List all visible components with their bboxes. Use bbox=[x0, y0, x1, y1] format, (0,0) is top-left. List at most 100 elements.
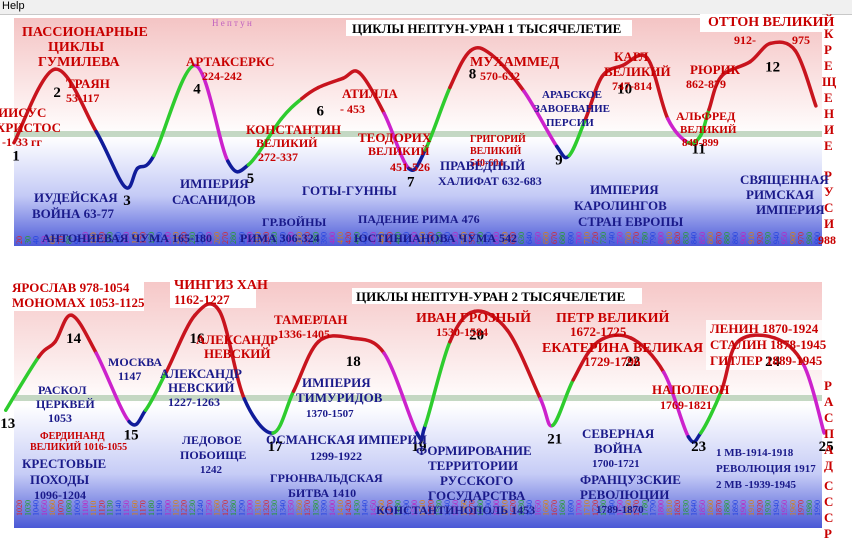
cycle-number-label: 5 bbox=[247, 171, 255, 187]
panel-second-millennium: ЦИКЛЫ НЕПТУН-УРАН 2 ТЫСЯЧЕЛЕТИЕ 1020 1030… bbox=[0, 276, 836, 541]
year-tick-label: 1750 bbox=[616, 500, 625, 516]
year-tick-label: 1650 bbox=[533, 500, 542, 516]
label-rurik-1: РЮРИК bbox=[690, 62, 741, 77]
year-tick-label: 1410 bbox=[336, 500, 345, 516]
year-tick-label: 240 bbox=[196, 232, 205, 244]
year-tick-label: 1110 bbox=[89, 501, 98, 516]
year-tick-label: 1290 bbox=[237, 500, 246, 516]
curve-segment bbox=[217, 309, 247, 401]
label-moscow-1: МОСКВА bbox=[108, 355, 162, 369]
panel-1-cycle-curve bbox=[12, 40, 818, 190]
year-tick-label: 200 bbox=[163, 232, 172, 244]
curve-segment bbox=[143, 370, 168, 412]
label-timurids-3: 1370-1507 bbox=[306, 408, 354, 420]
label-crusades-2: ПОХОДЫ bbox=[30, 472, 89, 487]
year-tick-label: 630 bbox=[517, 232, 526, 244]
label-ussr-s2: С bbox=[824, 494, 833, 509]
label-justinian-plague: ЮСТИНИАНОВА ЧУМА 542 bbox=[354, 231, 517, 245]
panel-1-year-axis: 20 30 40 50 60 70 80 90 100 110 120 130 140 150 160 170… bbox=[15, 232, 822, 244]
year-tick-label: 1620 bbox=[509, 500, 518, 516]
curve-segment bbox=[448, 309, 477, 344]
year-tick-label: 1950 bbox=[780, 500, 789, 516]
year-tick-label: 70 bbox=[56, 236, 65, 244]
curve-segment bbox=[193, 63, 230, 163]
panel-1-title: ЦИКЛЫ НЕПТУН-УРАН 1 ТЫСЯЧЕЛЕТИЕ bbox=[352, 21, 621, 36]
year-tick-label: 980 bbox=[805, 232, 814, 244]
year-tick-label: 270 bbox=[221, 232, 230, 244]
year-tick-label: 1140 bbox=[114, 500, 123, 516]
label-arab-conquest-2: ЗАВОЕВАНИЕ bbox=[534, 103, 610, 115]
year-tick-label: 420 bbox=[344, 232, 353, 244]
label-gumilev-3: ГУМИЛЕВА bbox=[38, 55, 121, 70]
curve-segment bbox=[382, 351, 419, 435]
label-theodoric-1: ТЕОДОРИХ bbox=[358, 130, 432, 145]
year-tick-label: 480 bbox=[394, 232, 403, 244]
label-rus-988: 988 bbox=[818, 233, 836, 247]
label-peter-2: 1672-1725 bbox=[570, 324, 627, 339]
curve-segment bbox=[12, 67, 57, 145]
year-tick-label: 500 bbox=[410, 232, 419, 244]
year-tick-label: 730 bbox=[599, 232, 608, 244]
cycle-number-label: 20 bbox=[469, 327, 484, 343]
curve-segment bbox=[686, 431, 703, 444]
label-ferdinand-1: ФЕРДИНАНД bbox=[40, 431, 105, 442]
label-baptism-e3: Е bbox=[824, 138, 833, 153]
label-collapse-s: С bbox=[824, 410, 833, 425]
year-tick-label: 970 bbox=[797, 232, 806, 244]
year-tick-label: 60 bbox=[48, 236, 57, 244]
label-constantinople: КОНСТАНТИНОПОЛЬ 1453 bbox=[376, 503, 535, 517]
help-menu[interactable]: Help bbox=[2, 0, 25, 12]
curve-segment bbox=[583, 74, 604, 121]
year-tick-label: 1870 bbox=[714, 500, 723, 516]
year-tick-label: 990 bbox=[813, 232, 822, 244]
curve-segment bbox=[571, 340, 600, 382]
year-tick-label: 1860 bbox=[706, 500, 715, 516]
label-ivan-2: 1530-1584 bbox=[436, 325, 488, 339]
curve-segment bbox=[279, 96, 304, 121]
panel-2-year-axis: 1020 1030 1040 1050 1060 1070 1080 1090 1100 1110… bbox=[15, 500, 822, 516]
curve-segment bbox=[748, 41, 773, 64]
year-tick-label: 1200 bbox=[163, 500, 172, 516]
label-french-rev-1: ФРАНЦУЗСКИЕ bbox=[580, 472, 681, 487]
cycle-number-label: 14 bbox=[66, 331, 82, 347]
curve-segment bbox=[645, 56, 670, 121]
label-rurik-2: 862-879 bbox=[686, 77, 726, 91]
year-tick-label: 280 bbox=[229, 232, 238, 244]
label-yaroslav: ЯРОСЛАВ 978-1054 bbox=[12, 280, 130, 295]
year-tick-label: 520 bbox=[426, 232, 435, 244]
panel-2-title-box bbox=[352, 288, 642, 304]
year-tick-label: 1710 bbox=[583, 500, 592, 516]
year-tick-label: 440 bbox=[361, 232, 370, 244]
year-tick-label: 1130 bbox=[106, 500, 115, 516]
curve-segment bbox=[291, 340, 321, 393]
year-tick-label: 1880 bbox=[723, 500, 732, 516]
label-theodoric-2: ВЕЛИКИЙ bbox=[368, 144, 430, 158]
label-catherine-1: ЕКАТЕРИНА ВЕЛИКАЯ bbox=[542, 341, 703, 356]
label-constantine-3: 272-337 bbox=[258, 150, 298, 164]
label-collapse-p: П bbox=[824, 426, 834, 441]
year-tick-label: 1270 bbox=[221, 500, 230, 516]
year-tick-label: 1380 bbox=[311, 500, 320, 516]
year-tick-label: 30 bbox=[23, 236, 32, 244]
year-tick-label: 1150 bbox=[122, 500, 131, 516]
year-tick-label: 580 bbox=[476, 232, 485, 244]
cycle-number-label: 6 bbox=[317, 104, 325, 120]
year-tick-label: 450 bbox=[369, 232, 378, 244]
year-tick-label: 570 bbox=[468, 232, 477, 244]
curve-segment bbox=[698, 389, 724, 435]
cycle-number-label: 18 bbox=[346, 354, 361, 370]
label-attila-2: - 453 bbox=[340, 102, 365, 116]
curve-segment bbox=[341, 69, 362, 81]
year-tick-label: 1510 bbox=[418, 500, 427, 516]
curve-segment bbox=[596, 333, 633, 344]
curve-segment bbox=[600, 63, 625, 79]
curve-segment bbox=[620, 53, 650, 68]
label-sassanid-1: ИМПЕРИЯ bbox=[180, 176, 249, 191]
cycle-number-label: 17 bbox=[268, 439, 284, 455]
label-formation-2: ТЕРРИТОРИИ bbox=[428, 458, 518, 473]
year-tick-label: 1440 bbox=[361, 500, 370, 516]
year-tick-label: 50 bbox=[40, 236, 49, 244]
label-timurids-2: ТИМУРИДОВ bbox=[296, 390, 383, 405]
year-tick-label: 150 bbox=[122, 232, 131, 244]
label-rus-i: И bbox=[824, 216, 834, 231]
